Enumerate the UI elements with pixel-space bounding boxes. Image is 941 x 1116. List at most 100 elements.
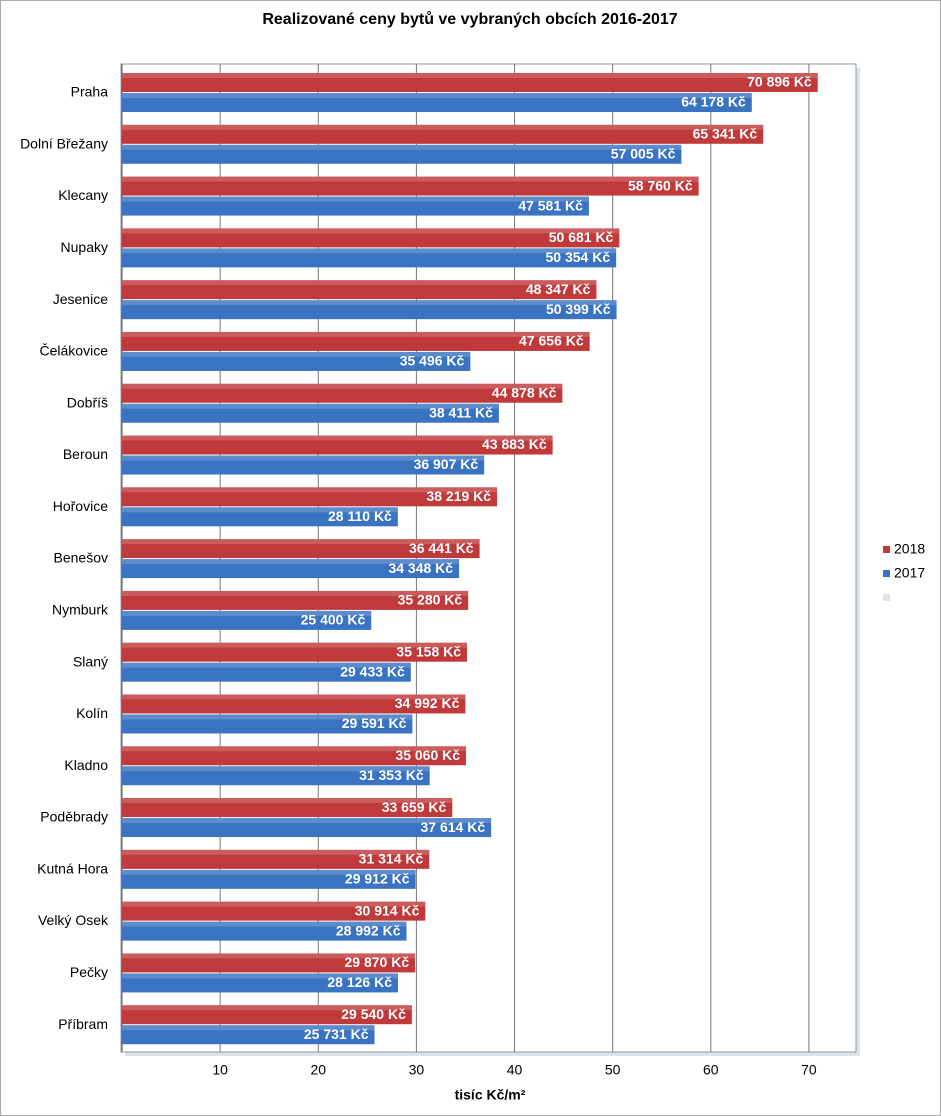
bar xyxy=(122,144,682,164)
bar-highlight xyxy=(122,93,752,98)
y-tick-label: Nymburk xyxy=(52,601,109,617)
bar-highlight xyxy=(122,507,398,513)
bar xyxy=(122,869,416,889)
bar xyxy=(122,921,407,941)
bar xyxy=(122,610,372,630)
bar xyxy=(122,331,590,351)
x-axis-label: tisíc Kč/m² xyxy=(455,1087,526,1103)
bar-highlight xyxy=(122,383,563,389)
bar-highlight xyxy=(122,539,480,545)
value-label: 50 354 Kč xyxy=(546,249,611,265)
bar-highlight xyxy=(122,435,553,441)
value-label: 25 400 Kč xyxy=(301,612,366,628)
y-tick-label: Velký Osek xyxy=(38,912,109,928)
legend-swatch xyxy=(883,546,890,553)
bar-highlight xyxy=(122,248,617,254)
value-label: 30 914 Kč xyxy=(355,902,420,918)
y-tick-label: Dobříš xyxy=(67,394,108,410)
value-label: 43 883 Kč xyxy=(482,436,547,452)
bar xyxy=(122,901,426,921)
value-label: 48 347 Kč xyxy=(526,281,591,297)
value-label: 38 219 Kč xyxy=(426,488,491,504)
bar-highlight xyxy=(122,331,590,337)
legend-swatch xyxy=(883,570,890,577)
y-tick-label: Kolín xyxy=(76,705,108,721)
bar-highlight xyxy=(122,901,426,907)
bar-highlight xyxy=(122,559,460,565)
bar xyxy=(122,435,553,455)
bar-highlight xyxy=(122,487,498,493)
value-label: 35 060 Kč xyxy=(395,747,460,763)
x-tick-label: 20 xyxy=(310,1062,326,1078)
bar-highlight xyxy=(122,662,411,668)
chart-title: Realizované ceny bytů ve vybraných obcíc… xyxy=(262,11,677,28)
value-label: 36 441 Kč xyxy=(409,540,474,556)
value-label: 65 341 Kč xyxy=(693,125,758,141)
value-label: 35 496 Kč xyxy=(400,353,465,369)
bar xyxy=(122,642,468,662)
value-label: 50 681 Kč xyxy=(549,229,614,245)
bar xyxy=(122,280,597,300)
bar xyxy=(122,455,485,475)
y-tick-label: Příbram xyxy=(58,1016,108,1032)
value-label: 57 005 Kč xyxy=(611,145,676,161)
value-label: 47 581 Kč xyxy=(518,197,583,213)
bar-highlight xyxy=(122,921,407,927)
bar-highlight xyxy=(122,176,699,182)
bar xyxy=(122,559,460,579)
bar-highlight xyxy=(122,73,818,78)
bar xyxy=(122,73,818,92)
value-label: 44 878 Kč xyxy=(492,384,557,400)
y-tick-label: Čelákovice xyxy=(40,343,109,359)
bar xyxy=(122,746,467,766)
y-tick-label: Hořovice xyxy=(53,498,108,514)
value-label: 47 656 Kč xyxy=(519,333,584,349)
bar xyxy=(122,953,416,973)
bar-highlight xyxy=(122,1005,412,1011)
bar xyxy=(122,1005,412,1025)
bar-highlight xyxy=(122,228,620,234)
value-label: 70 896 Kč xyxy=(747,74,812,90)
bar-highlight xyxy=(122,818,492,824)
bar xyxy=(122,93,752,112)
value-label: 34 992 Kč xyxy=(395,695,460,711)
bar xyxy=(122,383,563,403)
bar xyxy=(122,539,480,559)
bar xyxy=(122,487,498,507)
bar xyxy=(122,176,699,196)
bar xyxy=(122,590,469,610)
bar-highlight xyxy=(122,455,485,461)
value-label: 25 731 Kč xyxy=(304,1026,369,1042)
bar-highlight xyxy=(122,403,499,409)
value-label: 35 280 Kč xyxy=(398,592,463,608)
bar xyxy=(122,351,471,371)
value-label: 29 912 Kč xyxy=(345,871,410,887)
value-label: 33 659 Kč xyxy=(382,799,447,815)
x-tick-label: 40 xyxy=(507,1062,523,1078)
x-tick-label: 70 xyxy=(801,1062,817,1078)
value-label: 29 433 Kč xyxy=(340,663,405,679)
bar-highlight xyxy=(122,590,469,596)
y-tick-label: Klecany xyxy=(58,187,108,203)
y-tick-label: Jesenice xyxy=(53,291,108,307)
bar xyxy=(122,300,617,320)
bar-highlight xyxy=(122,746,467,752)
y-tick-label: Kutná Hora xyxy=(37,860,108,876)
bar-highlight xyxy=(122,953,416,959)
bar xyxy=(122,798,453,818)
bar-highlight xyxy=(122,144,682,150)
bar-highlight xyxy=(122,351,471,357)
value-label: 28 110 Kč xyxy=(328,508,392,524)
value-label: 50 399 Kč xyxy=(546,301,611,317)
bar xyxy=(122,124,764,144)
y-tick-label: Nupaky xyxy=(61,239,108,255)
value-label: 34 348 Kč xyxy=(388,560,453,576)
value-label: 31 353 Kč xyxy=(359,767,424,783)
bar-highlight xyxy=(122,280,597,286)
x-tick-label: 50 xyxy=(605,1062,621,1078)
bar-highlight xyxy=(122,196,589,202)
value-label: 29 540 Kč xyxy=(341,1006,406,1022)
x-tick-label: 60 xyxy=(703,1062,719,1078)
bar xyxy=(122,714,413,734)
